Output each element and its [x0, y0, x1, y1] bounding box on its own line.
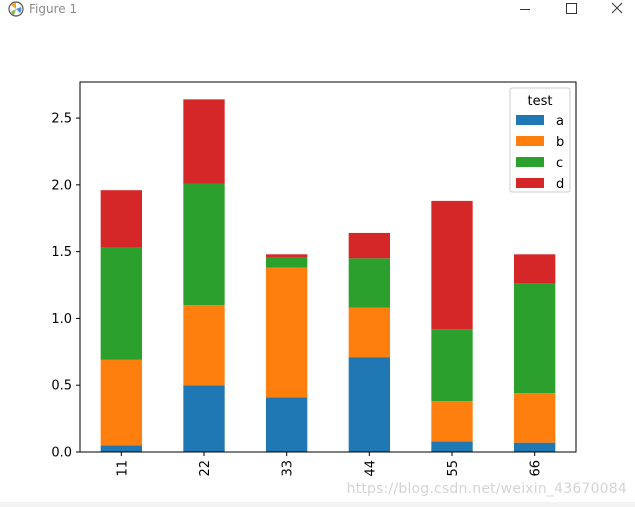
bar-a-44 [348, 357, 390, 452]
window-bottom-edge [0, 502, 635, 507]
bar-d-11 [100, 190, 142, 248]
maximize-icon [566, 3, 577, 14]
window-titlebar: Figure 1 [0, 0, 635, 20]
y-axis: 0.0 0.5 1.0 1.5 2.0 2.5 [51, 112, 80, 461]
watermark-text: https://blog.csdn.net/weixin_43670084 [346, 481, 627, 497]
bar-c-66 [514, 283, 556, 394]
x-axis: 11 22 33 44 55 66 [115, 452, 544, 477]
y-tick-label: 0.0 [51, 446, 72, 461]
bar-d-33 [266, 254, 308, 257]
matplotlib-logo-icon [8, 1, 24, 17]
bar-b-22 [183, 305, 225, 386]
x-tick-label-22: 22 [198, 460, 213, 477]
bar-c-55 [431, 329, 473, 402]
bar-d-44 [348, 232, 390, 259]
y-tick-label: 0.5 [51, 379, 72, 394]
bar-d-55 [431, 200, 473, 330]
y-tick-label: 2.5 [51, 112, 72, 127]
legend-swatch-c [516, 157, 544, 167]
bar-b-33 [266, 267, 308, 398]
y-tick-label: 1.5 [51, 245, 72, 260]
bar-d-66 [514, 254, 556, 284]
bar-b-44 [348, 307, 390, 358]
window-title: Figure 1 [29, 2, 78, 16]
legend-label-a: a [556, 114, 564, 129]
bar-a-33 [266, 397, 308, 452]
legend-label-d: d [556, 177, 564, 192]
axes-frame [79, 81, 577, 453]
x-tick-label-33: 33 [281, 460, 296, 477]
bar-c-33 [266, 256, 308, 268]
x-tick-label-44: 44 [363, 460, 378, 477]
bar-a-22 [183, 385, 225, 452]
legend-title: test [528, 94, 553, 109]
x-tick-label-11: 11 [115, 460, 130, 477]
bar-b-55 [431, 401, 473, 442]
legend-swatch-d [516, 178, 544, 188]
bar-a-11 [100, 445, 142, 452]
bar-b-11 [100, 359, 142, 446]
bar-a-66 [514, 442, 556, 452]
y-tick-label: 1.0 [51, 312, 72, 327]
bar-b-66 [514, 393, 556, 443]
minimize-icon [520, 9, 530, 10]
legend-label-b: b [556, 135, 564, 150]
bar-c-22 [183, 183, 225, 306]
legend-label-c: c [556, 156, 563, 171]
close-icon [611, 2, 623, 14]
bar-d-22 [183, 99, 225, 184]
bar-a-55 [431, 441, 473, 452]
x-tick-label-66: 66 [529, 460, 544, 477]
legend-swatch-b [516, 136, 544, 146]
bars-group [100, 99, 556, 452]
y-tick-label: 2.0 [51, 178, 72, 193]
close-button[interactable] [602, 0, 632, 20]
legend-swatch-a [516, 115, 544, 125]
bar-c-11 [100, 247, 142, 360]
bar-c-44 [348, 258, 390, 308]
minimize-button[interactable] [510, 0, 540, 20]
maximize-button[interactable] [556, 0, 586, 20]
x-tick-label-55: 55 [446, 460, 461, 477]
